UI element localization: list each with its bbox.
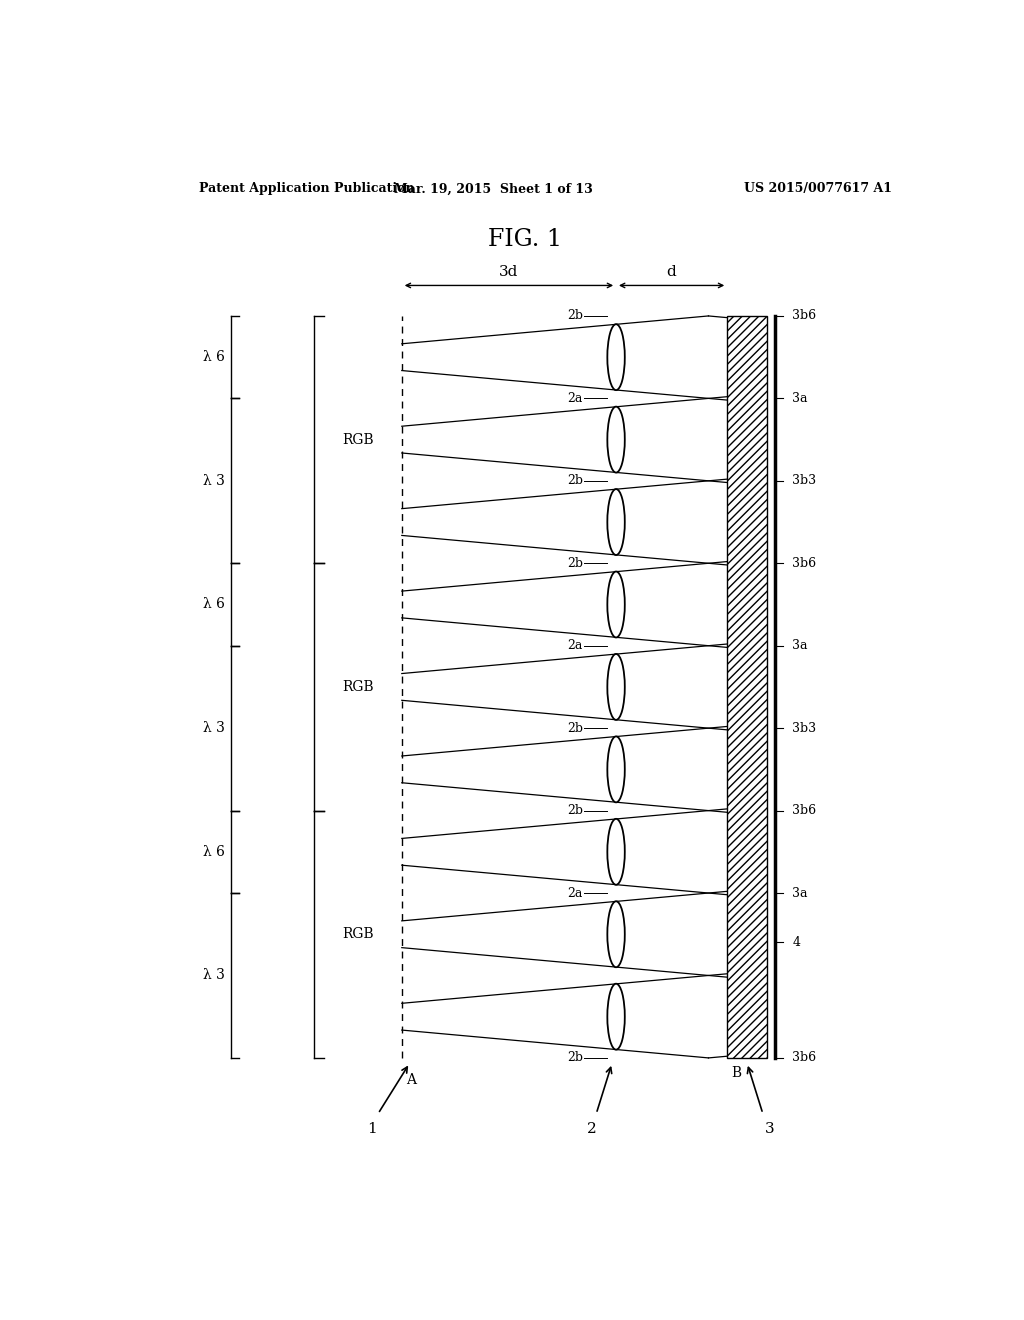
Text: 2b: 2b — [566, 309, 583, 322]
Text: 3b6: 3b6 — [793, 804, 816, 817]
Ellipse shape — [607, 325, 625, 391]
Text: US 2015/0077617 A1: US 2015/0077617 A1 — [744, 182, 893, 195]
Text: 2: 2 — [588, 1122, 597, 1137]
Text: λ 6: λ 6 — [203, 845, 225, 859]
Text: 3d: 3d — [500, 265, 518, 280]
Text: 3a: 3a — [793, 639, 808, 652]
Text: 3b3: 3b3 — [793, 722, 816, 735]
Ellipse shape — [607, 653, 625, 719]
Text: 4: 4 — [793, 936, 800, 949]
Text: 3b3: 3b3 — [793, 474, 816, 487]
Text: RGB: RGB — [342, 433, 374, 446]
Text: RGB: RGB — [342, 680, 374, 694]
Text: 2a: 2a — [567, 392, 583, 405]
Text: Mar. 19, 2015  Sheet 1 of 13: Mar. 19, 2015 Sheet 1 of 13 — [393, 182, 593, 195]
Text: λ 3: λ 3 — [203, 969, 225, 982]
Text: 3b6: 3b6 — [793, 1052, 816, 1064]
Ellipse shape — [607, 818, 625, 884]
Text: 2b: 2b — [566, 1052, 583, 1064]
Ellipse shape — [607, 737, 625, 803]
Text: λ 6: λ 6 — [203, 598, 225, 611]
Text: 3a: 3a — [793, 887, 808, 899]
Text: FIG. 1: FIG. 1 — [487, 228, 562, 251]
Text: 2b: 2b — [566, 722, 583, 735]
Ellipse shape — [607, 983, 625, 1049]
Text: λ 6: λ 6 — [203, 350, 225, 364]
Text: 3b6: 3b6 — [793, 557, 816, 570]
Text: 3: 3 — [765, 1122, 774, 1137]
Text: 2a: 2a — [567, 887, 583, 899]
Text: 1: 1 — [367, 1122, 377, 1137]
Text: 2a: 2a — [567, 639, 583, 652]
Text: A: A — [406, 1073, 416, 1088]
Text: RGB: RGB — [342, 927, 374, 941]
Text: 2b: 2b — [566, 474, 583, 487]
Text: 2b: 2b — [566, 804, 583, 817]
Ellipse shape — [607, 902, 625, 968]
Text: 3b6: 3b6 — [793, 309, 816, 322]
Text: 2b: 2b — [566, 557, 583, 570]
Text: λ 3: λ 3 — [203, 721, 225, 735]
Text: 3a: 3a — [793, 392, 808, 405]
Bar — [727, 315, 767, 1057]
Ellipse shape — [607, 407, 625, 473]
Ellipse shape — [607, 572, 625, 638]
Text: d: d — [667, 265, 677, 280]
Text: λ 3: λ 3 — [203, 474, 225, 488]
Ellipse shape — [607, 490, 625, 554]
Text: B: B — [731, 1067, 741, 1080]
Text: Patent Application Publication: Patent Application Publication — [200, 182, 415, 195]
